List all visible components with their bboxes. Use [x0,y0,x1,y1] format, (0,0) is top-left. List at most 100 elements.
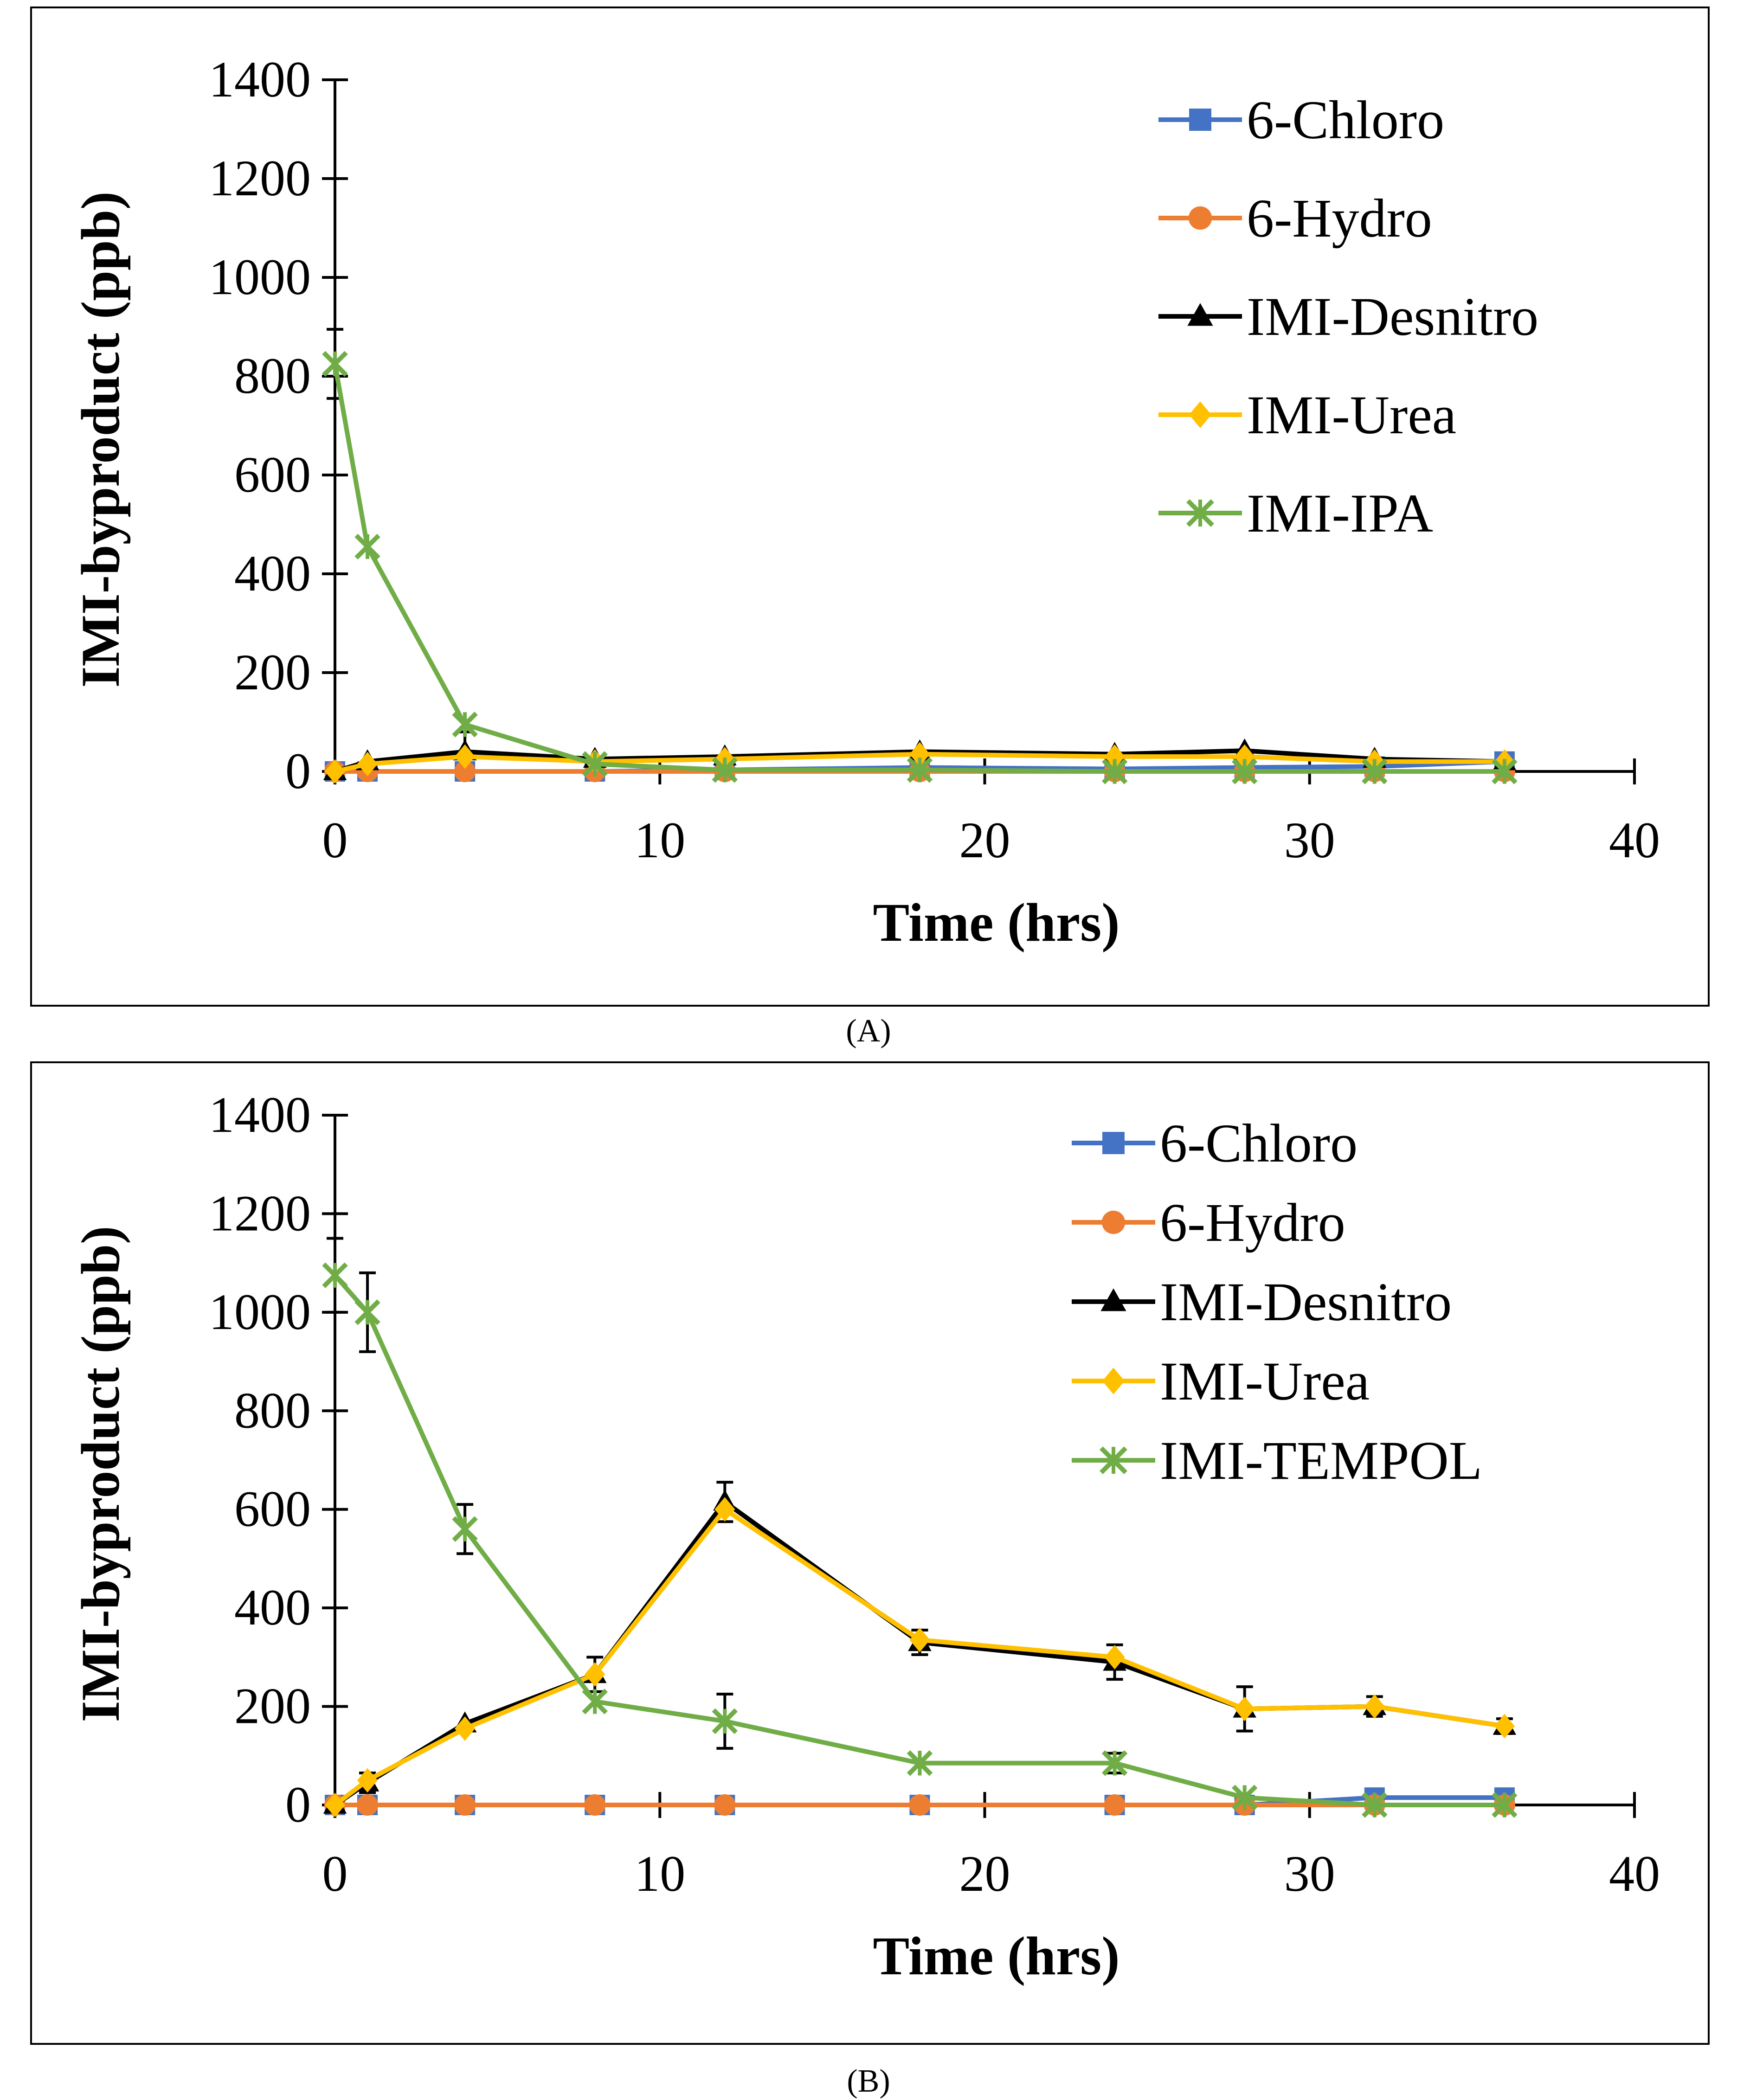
diamond-marker [357,751,378,777]
legend: 6-Chloro 6-Hydro IMI-Desnitro IMI-Urea IMI-T… [1072,1113,1482,1491]
y-tick-label: 1000 [209,1284,311,1340]
y-tick-label: 200 [234,644,311,700]
data-point-imi-ipa [1362,758,1388,784]
y-tick-label: 0 [285,743,311,799]
x-tick-label: 0 [322,1845,348,1902]
data-point-imi-tempol [322,1262,348,1288]
data-point-imi-ipa [322,351,348,377]
circle-marker [454,760,476,783]
data-point-6-hydro [584,1794,606,1816]
data-point-imi-tempol [582,1689,608,1715]
data-point-imi-tempol [907,1750,933,1776]
data-point-imi-urea [714,1497,735,1522]
legend-item-imi-urea: IMI-Urea [1072,1351,1370,1412]
square-marker [1102,1132,1125,1154]
data-point-6-hydro [454,1794,476,1816]
data-point-imi-tempol [1101,1750,1128,1776]
y-tick-label: 1400 [209,51,311,108]
diamond-marker [357,1768,378,1793]
data-point-6-hydro [1104,1794,1126,1816]
data-point-imi-tempol [1362,1792,1388,1818]
circle-marker [909,1794,931,1816]
diamond-marker [325,759,345,784]
y-axis-title: IMI-byproduct (ppb) [70,192,131,688]
circle-marker [1188,206,1212,230]
circle-marker [454,1794,476,1816]
legend-item-imi-desnitro: IMI-Desnitro [1158,286,1538,347]
diamond-marker [1189,401,1211,428]
x-tick-label: 0 [322,812,348,868]
data-point-imi-urea [325,759,345,784]
data-point-imi-ipa [1231,758,1258,784]
square-marker [1189,109,1211,131]
legend-label: IMI-Desnitro [1247,286,1538,347]
data-point-imi-urea [1234,744,1255,769]
x-axis-title: Time (hrs) [873,892,1119,953]
legend-label: 6-Chloro [1247,90,1444,150]
legend-item-6-chloro: 6-Chloro [1158,90,1444,150]
legend-item-6-chloro: 6-Chloro [1072,1113,1357,1174]
diamond-marker [714,1497,735,1522]
panel-b-caption: (B) [847,2063,890,2099]
x-tick-label: 40 [1609,1845,1660,1902]
legend-label: IMI-Urea [1160,1351,1370,1412]
series-line-imi-desnitro [334,748,1505,774]
data-point-imi-urea [1104,744,1125,769]
diamond-marker [1102,1368,1125,1394]
x-tick-label: 40 [1609,812,1660,868]
data-point-imi-ipa [907,757,933,783]
data-point-imi-urea [1104,1644,1125,1670]
y-tick-label: 400 [234,1579,311,1636]
circle-marker [1101,1210,1126,1234]
legend-item-6-hydro: 6-Hydro [1158,188,1432,249]
data-point-imi-urea [357,1768,378,1793]
legend-label: IMI-TEMPOL [1160,1430,1482,1491]
data-point-imi-tempol [1492,1792,1518,1818]
x-axis-title: Time (hrs) [873,1926,1119,1986]
series-line-imi-urea [333,1507,1505,1807]
diamond-marker [1234,1696,1255,1721]
legend-item-imi-tempol: IMI-TEMPOL [1072,1430,1482,1491]
data-point-imi-urea [1234,1696,1255,1721]
legend-label: IMI-Desnitro [1160,1272,1452,1332]
data-point-imi-urea [909,742,930,767]
x-tick-label: 30 [1284,1845,1335,1902]
x-tick-label: 10 [634,1845,685,1902]
panel-b-frame [30,1061,1710,2045]
legend-label: 6-Hydro [1247,188,1432,249]
data-point-imi-urea [325,1792,345,1817]
y-tick-label: 600 [234,1481,311,1537]
triangle-marker [1100,1288,1126,1311]
circle-marker [356,1794,379,1816]
x-tick-label: 30 [1284,812,1335,868]
data-point-imi-ipa [452,712,478,738]
legend-label: 6-Hydro [1160,1192,1345,1253]
data-point-imi-urea [1494,1714,1515,1739]
legend-item-imi-ipa: IMI-IPA [1158,483,1433,544]
data-point-imi-ipa [354,533,380,560]
y-tick-label: 1200 [209,150,311,206]
data-point-imi-urea [455,744,476,769]
data-point-imi-urea [357,751,378,777]
data-point-6-hydro [356,1794,379,1816]
y-tick-label: 800 [234,347,311,404]
diamond-marker [325,1792,345,1817]
data-point-6-hydro [909,1794,931,1816]
panel-a-caption: (A) [846,1013,891,1049]
diamond-marker [1104,1644,1125,1670]
legend-item-imi-desnitro: IMI-Desnitro [1072,1272,1452,1332]
legend-label: IMI-Urea [1247,385,1456,445]
series-line-imi-urea [334,751,1505,774]
circle-marker [584,1794,606,1816]
legend: 6-Chloro 6-Hydro IMI-Desnitro IMI-Urea IMI-I… [1158,90,1538,544]
data-point-imi-urea [585,1662,605,1687]
diamond-marker [455,744,476,769]
data-point-imi-ipa [712,757,738,783]
chart-panel-a: 0 200 400 600 800 1000 1200 1400 0 10 20 30 40 Time (… [70,51,1660,953]
diamond-marker [909,1627,930,1652]
legend-label: IMI-IPA [1247,483,1433,544]
series-line-imi-ipa [333,363,1505,774]
data-point-imi-urea [1364,1694,1385,1719]
panel-a-frame [30,6,1710,1007]
